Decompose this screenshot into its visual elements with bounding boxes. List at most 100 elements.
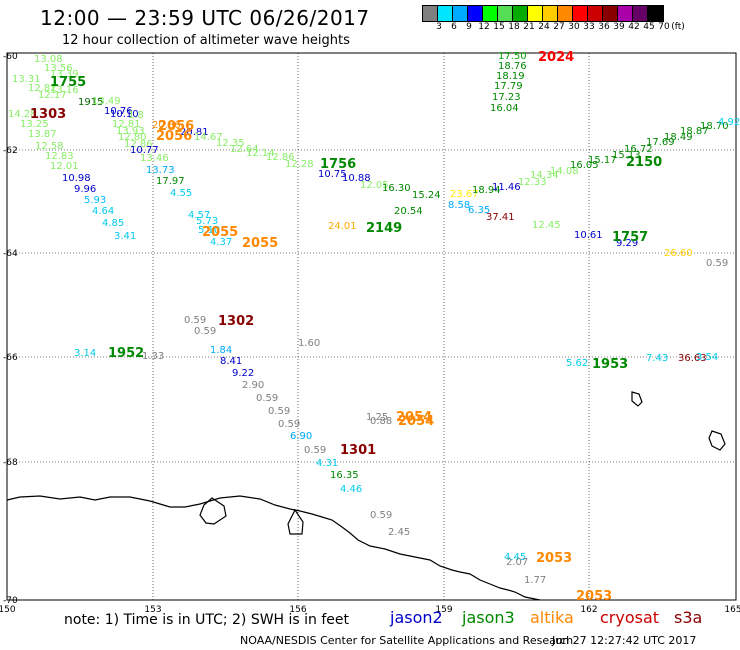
- y-axis-label: -66: [3, 353, 18, 363]
- color-scale-label: 36: [598, 22, 610, 32]
- wave-height-value: 4.64: [92, 206, 114, 217]
- credit-text: NOAA/NESDIS Center for Satellite Applica…: [240, 634, 574, 647]
- color-scale-label: 33: [583, 22, 595, 32]
- wave-height-value: 37.41: [486, 212, 515, 223]
- x-axis-label: 150: [0, 605, 16, 615]
- color-scale-label: 12: [478, 22, 490, 32]
- wave-height-value: 12.86: [124, 139, 153, 150]
- wave-height-value: 4.85: [102, 218, 124, 229]
- wave-height-value: 2.07: [506, 557, 528, 568]
- wave-height-value: 12.81: [112, 119, 141, 130]
- wave-height-value: 24.01: [328, 221, 357, 232]
- y-axis-label: -68: [3, 458, 18, 468]
- color-swatch: [438, 6, 453, 21]
- wave-height-value: 17.97: [156, 176, 185, 187]
- wave-height-value: 12.64: [230, 144, 259, 155]
- color-scale-label: 6: [451, 22, 457, 32]
- wave-height-value: 10.76: [104, 106, 133, 117]
- x-axis-label: 153: [144, 605, 161, 615]
- wave-height-value: 4.57: [188, 210, 210, 221]
- legend-cryosat: cryosat: [600, 608, 660, 627]
- wave-height-value: 13.56: [44, 63, 73, 74]
- wave-height-value: 12.17: [38, 90, 67, 101]
- legend-jason2: jason2: [390, 608, 443, 627]
- wave-height-value: 4.37: [210, 237, 232, 248]
- island: [631, 391, 643, 407]
- wave-height-value: 20.86: [152, 120, 181, 131]
- wave-height-value: 17.79: [494, 81, 523, 92]
- wave-height-value: 17.50: [498, 51, 527, 62]
- color-swatch: [588, 6, 603, 21]
- pass-time: 2054: [396, 410, 432, 425]
- wave-height-value: 36.63: [678, 353, 707, 364]
- wave-height-value: 10.10: [110, 109, 139, 120]
- wave-height-value: 13.25: [20, 119, 49, 130]
- wave-height-value: 20.54: [394, 206, 423, 217]
- wave-height-value: 12.58: [35, 141, 64, 152]
- wave-height-value: 3.54: [696, 352, 718, 363]
- wave-height-value: 13.93: [116, 126, 145, 137]
- wave-height-value: 0.59: [184, 315, 206, 326]
- wave-height-value: 13.16: [50, 85, 79, 96]
- wave-height-value: 15.13: [612, 150, 641, 161]
- color-scale-label: 42: [628, 22, 640, 32]
- wave-height-value: 12.86: [266, 152, 295, 163]
- color-swatch: [558, 6, 573, 21]
- wave-height-value: 18.49: [664, 132, 693, 143]
- pass-time: 2055: [202, 225, 238, 240]
- wave-height-value: 12.80: [118, 132, 147, 143]
- x-axis-label: 165: [724, 605, 740, 615]
- wave-height-value: 18.94: [472, 185, 501, 196]
- wave-height-value: 16.05: [570, 160, 599, 171]
- pass-time: 2056: [156, 129, 192, 144]
- wave-height-value: 15.24: [412, 190, 441, 201]
- y-axis-label: -64: [3, 249, 18, 259]
- page-title: 12:00 — 23:59 UTC 06/26/2017: [40, 6, 370, 30]
- wave-height-value: 5.10: [198, 225, 220, 236]
- color-swatch: [453, 6, 468, 21]
- wave-height-value: 7.43: [646, 353, 668, 364]
- wave-height-value: 0.59: [194, 326, 216, 337]
- grid: [7, 53, 736, 600]
- wave-height-value: 3.41: [114, 231, 136, 242]
- color-swatch: [513, 6, 528, 21]
- wave-height-value: 12.45: [532, 220, 561, 231]
- color-swatch: [648, 6, 663, 21]
- wave-height-value: 12.28: [285, 159, 314, 170]
- pass-time: 1756: [320, 157, 356, 172]
- wave-height-value: 4.55: [170, 188, 192, 199]
- wave-height-value: 13.49: [92, 96, 121, 107]
- wave-height-value: 6.35: [468, 205, 490, 216]
- wave-height-value: 2.90: [242, 380, 264, 391]
- wave-height-value: 13.39: [50, 69, 79, 80]
- color-scale-label: 15: [493, 22, 505, 32]
- wave-height-labels: 13.0813.3113.5613.3912.8213.1612.1719151…: [8, 51, 740, 586]
- wave-height-value: 6.90: [290, 431, 312, 442]
- wave-height-value: 9.22: [232, 368, 254, 379]
- color-scale-label: 9: [466, 22, 472, 32]
- color-scale-label: 45: [643, 22, 655, 32]
- wave-height-value: 0.59: [256, 393, 278, 404]
- color-swatch: [603, 6, 618, 21]
- wave-height-value: 12.01: [50, 161, 79, 172]
- wave-height-value: 4.31: [316, 458, 338, 469]
- pass-time: 1301: [340, 443, 376, 458]
- wave-height-value: 0.59: [278, 419, 300, 430]
- pass-time: 2150: [626, 155, 662, 170]
- color-swatch: [573, 6, 588, 21]
- wave-height-value: 10.61: [574, 230, 603, 241]
- wave-height-value: 1.25: [366, 412, 388, 423]
- color-scale-unit: (ft): [671, 22, 685, 32]
- color-scale-label: 24: [538, 22, 550, 32]
- wave-height-value: 12.35: [216, 138, 245, 149]
- legend-jason3: jason3: [462, 608, 515, 627]
- wave-height-value: 1915: [78, 97, 103, 108]
- wave-height-value: 18.76: [498, 61, 527, 72]
- coastline-bay: [287, 508, 304, 535]
- color-scale-label: 21: [523, 22, 535, 32]
- island: [708, 430, 726, 451]
- wave-height-value: 14.34: [530, 170, 559, 181]
- wave-height-value: 13.31: [12, 74, 41, 85]
- color-scale-label: 30: [568, 22, 580, 32]
